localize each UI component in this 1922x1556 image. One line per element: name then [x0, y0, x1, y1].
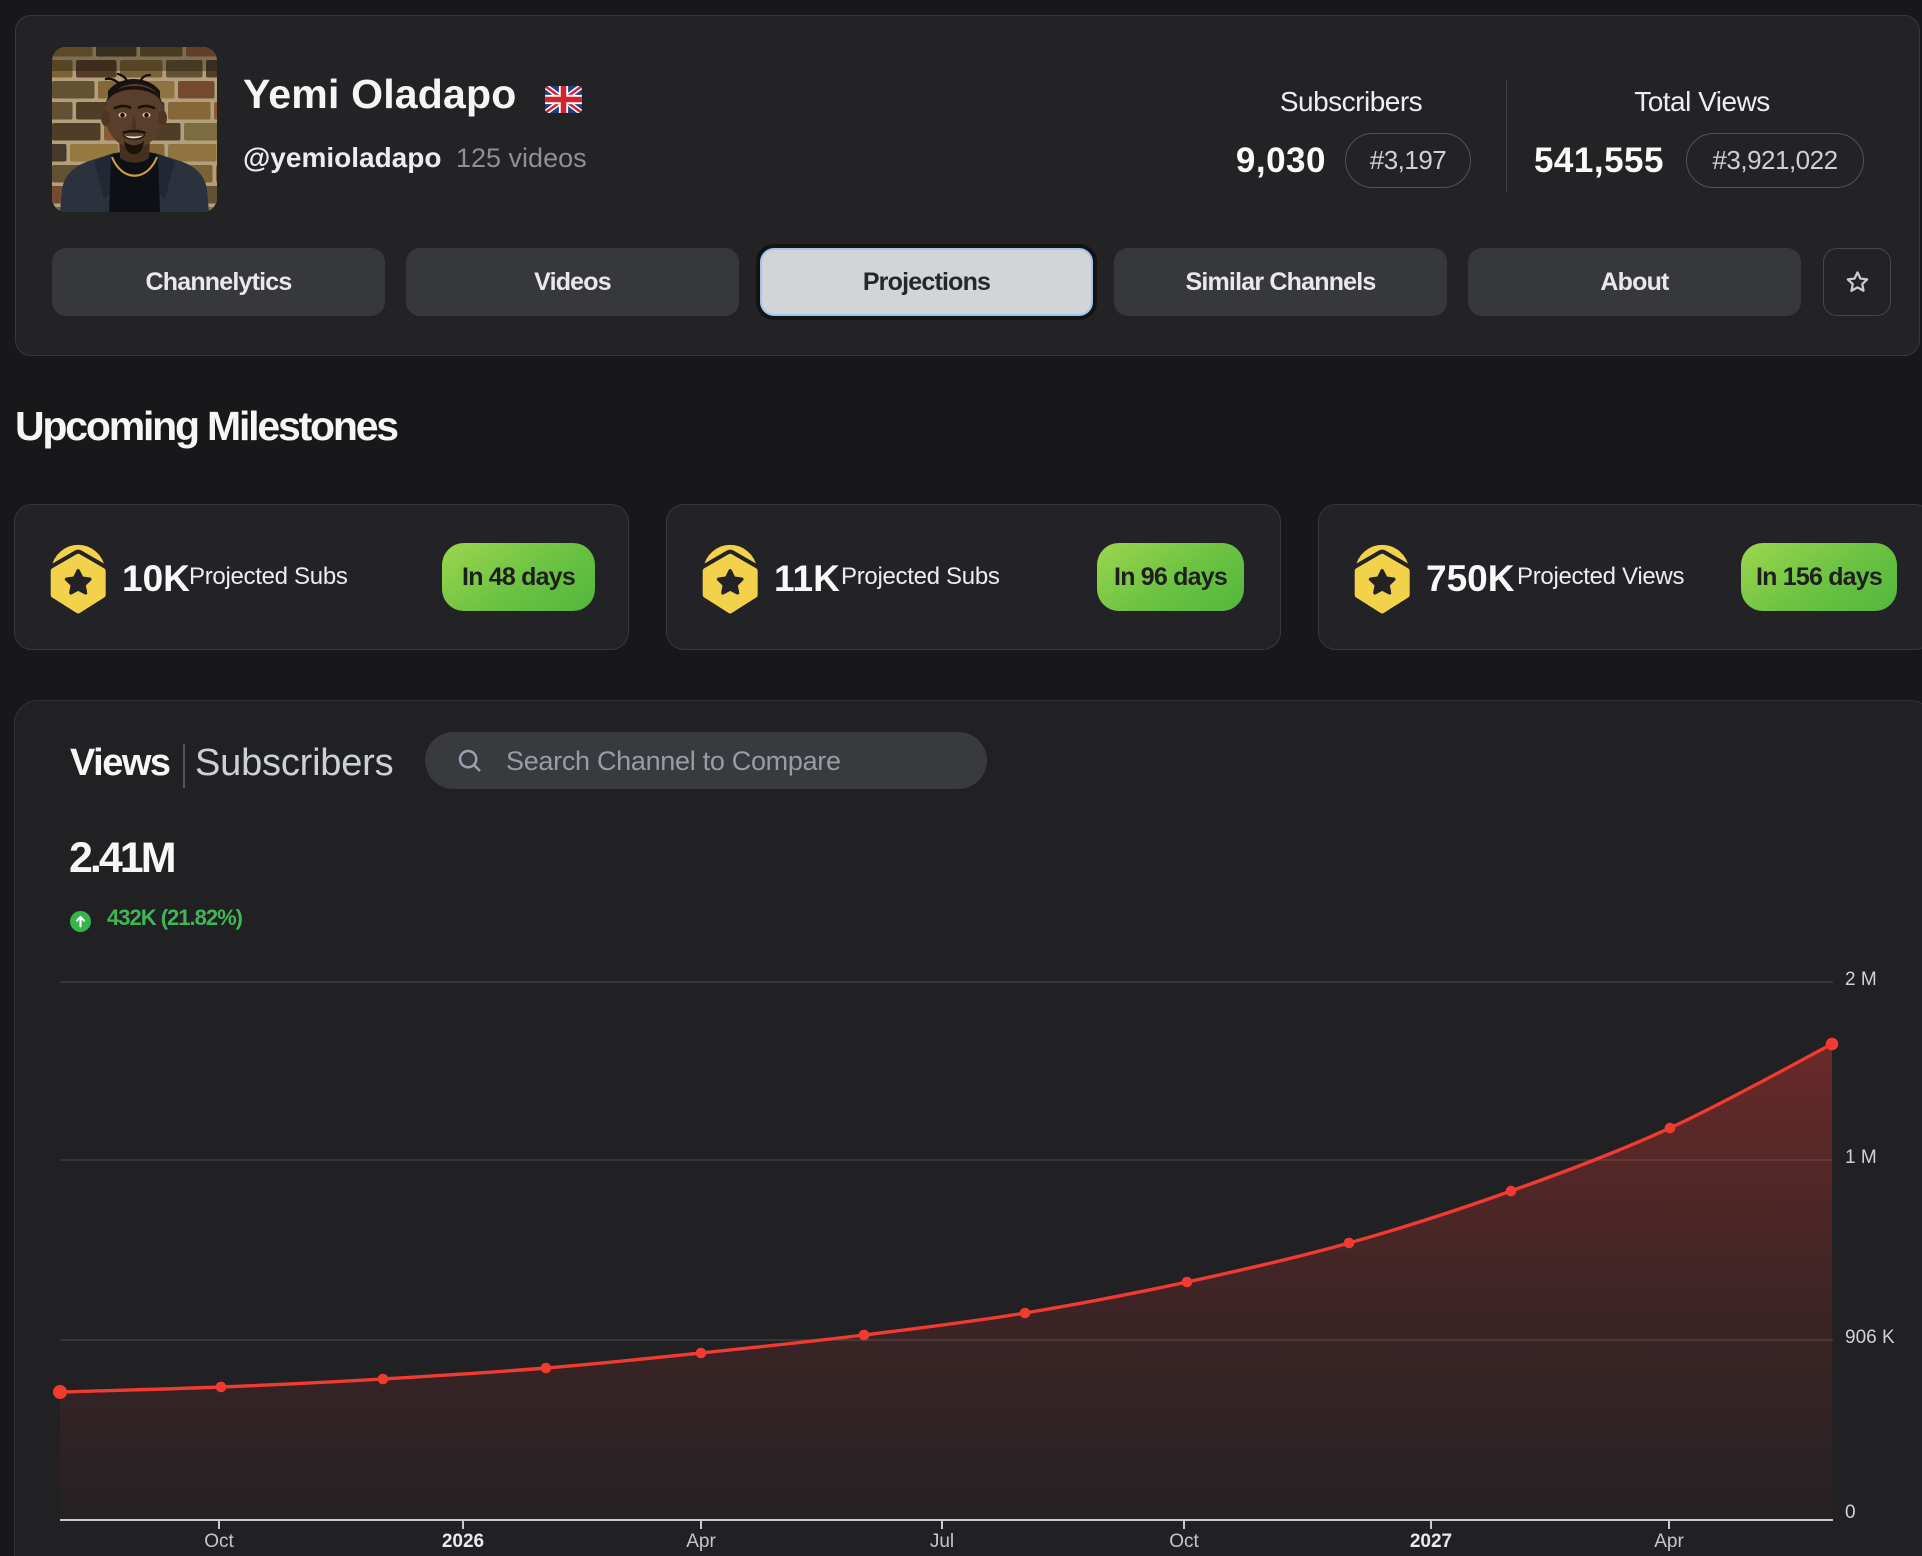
svg-text:906 K: 906 K — [1845, 1327, 1895, 1348]
svg-text:Apr: Apr — [686, 1531, 716, 1552]
svg-text:Apr: Apr — [1654, 1531, 1684, 1552]
svg-text:2 M: 2 M — [1845, 969, 1877, 990]
svg-text:Oct: Oct — [1169, 1531, 1199, 1552]
svg-text:Jul: Jul — [930, 1531, 954, 1552]
svg-text:2027: 2027 — [1410, 1531, 1452, 1552]
svg-text:Oct: Oct — [204, 1531, 234, 1552]
svg-text:2026: 2026 — [442, 1531, 484, 1552]
svg-text:0: 0 — [1845, 1502, 1856, 1523]
svg-text:1 M: 1 M — [1845, 1147, 1877, 1168]
